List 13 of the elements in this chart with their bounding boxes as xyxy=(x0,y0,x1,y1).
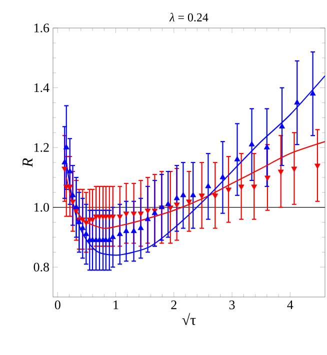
y-tick-label: 0.8 xyxy=(34,262,49,272)
x-tick-label: 1 xyxy=(114,300,118,310)
chart-title: λ = 0.24 xyxy=(169,12,208,22)
x-axis-title: √τ xyxy=(182,313,196,326)
x-tick-label: 4 xyxy=(287,300,294,310)
y-tick-label: 1.0 xyxy=(34,202,49,212)
y-tick-label: 1.4 xyxy=(34,83,50,92)
x-tick-label: 3 xyxy=(229,300,235,310)
x-tick-label: 0 xyxy=(54,300,60,310)
y-axis-title: R xyxy=(22,158,32,168)
y-tick-label: 1.6 xyxy=(34,24,50,32)
y-tick-label: 1.2 xyxy=(34,143,49,152)
x-tick-label: 2 xyxy=(171,300,176,310)
